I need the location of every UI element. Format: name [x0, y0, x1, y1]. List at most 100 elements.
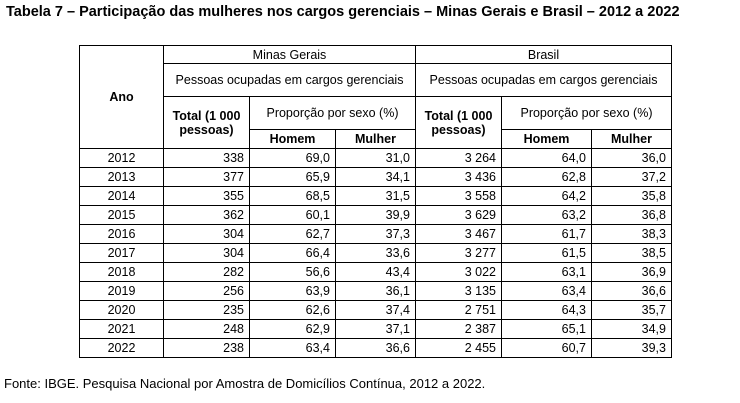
value-cell: 3 629: [415, 205, 502, 225]
year-cell: 2022: [79, 338, 164, 358]
value-cell: 64,0: [501, 148, 592, 168]
value-cell: 33,6: [335, 243, 416, 263]
total-header-mg: Total (1 000 pessoas): [163, 96, 250, 149]
homem-header-br: Homem: [501, 129, 592, 149]
value-cell: 39,3: [591, 338, 672, 358]
value-cell: 3 135: [415, 281, 502, 301]
value-cell: 39,9: [335, 205, 416, 225]
value-cell: 61,7: [501, 224, 592, 244]
value-cell: 37,4: [335, 300, 416, 320]
value-cell: 62,8: [501, 167, 592, 187]
value-cell: 37,2: [591, 167, 672, 187]
table-row: 2016 304 62,7 37,3 3 467 61,7 38,3: [79, 224, 672, 244]
pessoas-header-br: Pessoas ocupadas em cargos gerenciais: [415, 63, 672, 97]
value-cell: 66,4: [249, 243, 336, 263]
value-cell: 68,5: [249, 186, 336, 206]
value-cell: 3 467: [415, 224, 502, 244]
value-cell: 34,9: [591, 319, 672, 339]
year-cell: 2012: [79, 148, 164, 168]
value-cell: 63,4: [249, 338, 336, 358]
value-cell: 2 455: [415, 338, 502, 358]
table-row: 2014 355 68,5 31,5 3 558 64,2 35,8: [79, 186, 672, 206]
value-cell: 338: [163, 148, 250, 168]
value-cell: 35,7: [591, 300, 672, 320]
value-cell: 31,5: [335, 186, 416, 206]
source-note: Fonte: IBGE. Pesquisa Nacional por Amost…: [4, 376, 486, 391]
value-cell: 35,8: [591, 186, 672, 206]
value-cell: 3 558: [415, 186, 502, 206]
total-header-br: Total (1 000 pessoas): [415, 96, 502, 149]
value-cell: 2 751: [415, 300, 502, 320]
value-cell: 362: [163, 205, 250, 225]
value-cell: 64,2: [501, 186, 592, 206]
value-cell: 38,5: [591, 243, 672, 263]
mulher-header-mg: Mulher: [335, 129, 416, 149]
value-cell: 43,4: [335, 262, 416, 282]
ano-header: Ano: [79, 45, 164, 149]
value-cell: 355: [163, 186, 250, 206]
table-row: 2012 338 69,0 31,0 3 264 64,0 36,0: [79, 148, 672, 168]
value-cell: 256: [163, 281, 250, 301]
table-row: 2013 377 65,9 34,1 3 436 62,8 37,2: [79, 167, 672, 187]
value-cell: 62,6: [249, 300, 336, 320]
value-cell: 36,6: [335, 338, 416, 358]
value-cell: 34,1: [335, 167, 416, 187]
value-cell: 3 277: [415, 243, 502, 263]
table-row: 2021 248 62,9 37,1 2 387 65,1 34,9: [79, 319, 672, 339]
value-cell: 60,1: [249, 205, 336, 225]
value-cell: 65,9: [249, 167, 336, 187]
homem-header-mg: Homem: [249, 129, 336, 149]
year-cell: 2018: [79, 262, 164, 282]
table-row: 2017 304 66,4 33,6 3 277 61,5 38,5: [79, 243, 672, 263]
value-cell: 377: [163, 167, 250, 187]
table-row: 2022 238 63,4 36,6 2 455 60,7 39,3: [79, 338, 672, 358]
value-cell: 2 387: [415, 319, 502, 339]
value-cell: 63,1: [501, 262, 592, 282]
value-cell: 56,6: [249, 262, 336, 282]
table-title: Tabela 7 – Participação das mulheres nos…: [6, 4, 680, 20]
value-cell: 36,8: [591, 205, 672, 225]
region-header-brasil: Brasil: [415, 45, 672, 64]
value-cell: 62,9: [249, 319, 336, 339]
value-cell: 63,4: [501, 281, 592, 301]
proporcao-header-br: Proporção por sexo (%): [501, 96, 672, 130]
value-cell: 36,9: [591, 262, 672, 282]
proporcao-header-mg: Proporção por sexo (%): [249, 96, 416, 130]
value-cell: 3 022: [415, 262, 502, 282]
year-cell: 2014: [79, 186, 164, 206]
value-cell: 248: [163, 319, 250, 339]
year-cell: 2016: [79, 224, 164, 244]
year-cell: 2020: [79, 300, 164, 320]
table-row: 2019 256 63,9 36,1 3 135 63,4 36,6: [79, 281, 672, 301]
table-row: 2015 362 60,1 39,9 3 629 63,2 36,8: [79, 205, 672, 225]
mulher-header-br: Mulher: [591, 129, 672, 149]
value-cell: 304: [163, 224, 250, 244]
value-cell: 69,0: [249, 148, 336, 168]
year-cell: 2015: [79, 205, 164, 225]
value-cell: 38,3: [591, 224, 672, 244]
value-cell: 60,7: [501, 338, 592, 358]
year-cell: 2021: [79, 319, 164, 339]
data-table: Ano Minas Gerais Brasil Pessoas ocupadas…: [79, 45, 672, 358]
value-cell: 36,1: [335, 281, 416, 301]
value-cell: 304: [163, 243, 250, 263]
value-cell: 62,7: [249, 224, 336, 244]
region-header-minas-gerais: Minas Gerais: [163, 45, 416, 64]
value-cell: 31,0: [335, 148, 416, 168]
value-cell: 61,5: [501, 243, 592, 263]
value-cell: 63,9: [249, 281, 336, 301]
value-cell: 64,3: [501, 300, 592, 320]
value-cell: 65,1: [501, 319, 592, 339]
pessoas-header-mg: Pessoas ocupadas em cargos gerenciais: [163, 63, 416, 97]
value-cell: 63,2: [501, 205, 592, 225]
year-cell: 2013: [79, 167, 164, 187]
year-cell: 2017: [79, 243, 164, 263]
value-cell: 3 436: [415, 167, 502, 187]
value-cell: 235: [163, 300, 250, 320]
table-row: 2018 282 56,6 43,4 3 022 63,1 36,9: [79, 262, 672, 282]
value-cell: 37,1: [335, 319, 416, 339]
value-cell: 238: [163, 338, 250, 358]
value-cell: 36,6: [591, 281, 672, 301]
value-cell: 36,0: [591, 148, 672, 168]
year-cell: 2019: [79, 281, 164, 301]
